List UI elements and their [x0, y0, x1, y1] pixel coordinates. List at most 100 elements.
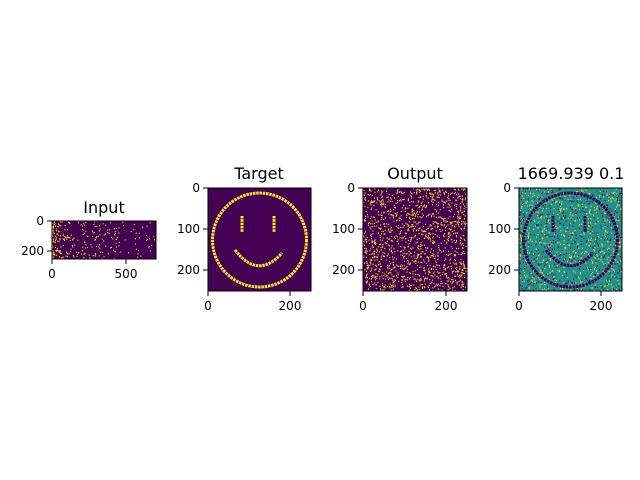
noise-pixel	[541, 283, 543, 285]
noise-pixel	[423, 188, 425, 190]
noise-pixel	[436, 264, 438, 266]
noise-pixel	[545, 263, 547, 266]
noise-pixel	[396, 190, 398, 192]
noise-pixel	[461, 274, 463, 276]
noise-pixel	[559, 254, 561, 257]
noise-pixel	[426, 256, 428, 258]
noise-pixel	[391, 245, 393, 247]
noise-pixel	[63, 238, 65, 240]
noise-pixel	[55, 240, 56, 242]
noise-pixel	[549, 258, 551, 260]
noise-pixel	[602, 270, 604, 272]
noise-pixel	[582, 221, 584, 223]
noise-pixel	[525, 202, 527, 204]
noise-pixel	[54, 221, 55, 223]
noise-pixel	[108, 232, 110, 234]
noise-pixel	[617, 249, 619, 251]
noise-pixel	[548, 243, 550, 245]
noise-pixel	[369, 259, 371, 261]
noise-pixel	[609, 259, 611, 262]
noise-pixel	[365, 281, 367, 283]
noise-pixel	[558, 271, 560, 273]
noise-pixel	[438, 217, 440, 219]
noise-pixel	[527, 252, 529, 254]
noise-pixel	[90, 244, 92, 246]
noise-pixel	[557, 270, 559, 272]
noise-pixel	[529, 272, 531, 274]
noise-pixel	[408, 254, 410, 256]
noise-pixel	[435, 189, 437, 191]
noise-pixel	[403, 198, 405, 201]
noise-pixel	[364, 192, 366, 194]
noise-pixel	[441, 218, 443, 220]
noise-pixel	[392, 256, 393, 258]
noise-pixel	[612, 269, 614, 271]
noise-pixel	[607, 262, 609, 264]
noise-pixel	[605, 236, 606, 238]
noise-pixel	[460, 258, 462, 261]
noise-pixel	[107, 253, 109, 255]
noise-pixel	[380, 265, 382, 267]
noise-pixel	[409, 264, 411, 266]
noise-pixel	[463, 285, 464, 288]
noise-pixel	[409, 272, 411, 274]
noise-pixel	[546, 220, 548, 222]
noise-pixel	[565, 252, 567, 254]
noise-pixel	[393, 275, 395, 277]
noise-pixel	[555, 264, 557, 266]
noise-pixel	[527, 234, 529, 236]
noise-pixel	[612, 192, 614, 194]
noise-pixel	[519, 232, 521, 234]
noise-pixel	[594, 245, 596, 247]
noise-pixel	[453, 240, 455, 242]
noise-pixel	[52, 238, 54, 240]
noise-pixel	[610, 200, 612, 202]
noise-pixel	[603, 252, 605, 254]
noise-pixel	[606, 280, 608, 282]
noise-pixel	[599, 196, 601, 198]
noise-pixel	[560, 243, 561, 245]
noise-pixel	[563, 215, 564, 217]
noise-pixel	[582, 203, 584, 205]
noise-pixel	[454, 254, 455, 256]
noise-pixel	[371, 241, 373, 243]
noise-pixel	[393, 220, 395, 222]
noise-pixel	[386, 274, 388, 276]
noise-pixel	[560, 205, 562, 207]
noise-pixel	[417, 189, 419, 191]
panel-input-ytick-label-0: 0	[36, 214, 44, 228]
noise-pixel	[373, 251, 375, 253]
noise-pixel	[428, 270, 430, 272]
noise-pixel	[82, 246, 84, 248]
noise-pixel	[576, 287, 578, 289]
noise-pixel	[559, 258, 561, 260]
noise-pixel	[390, 289, 392, 291]
noise-pixel	[578, 278, 580, 280]
noise-pixel	[383, 233, 385, 235]
noise-pixel	[81, 253, 83, 255]
noise-pixel	[596, 265, 598, 267]
noise-pixel	[57, 248, 58, 250]
noise-pixel	[386, 240, 388, 242]
noise-pixel	[462, 221, 464, 223]
noise-pixel	[570, 217, 572, 219]
noise-pixel	[593, 276, 595, 278]
noise-pixel	[432, 194, 434, 196]
noise-pixel	[564, 198, 566, 200]
noise-pixel	[447, 235, 449, 237]
noise-pixel	[589, 252, 591, 254]
noise-pixel	[408, 213, 410, 215]
noise-pixel	[460, 254, 462, 256]
noise-pixel	[577, 199, 579, 201]
noise-pixel	[538, 227, 540, 229]
noise-pixel	[566, 230, 568, 232]
noise-pixel	[406, 229, 408, 231]
noise-pixel	[382, 278, 384, 280]
noise-pixel	[407, 212, 409, 214]
noise-pixel	[430, 228, 432, 230]
noise-pixel	[83, 229, 85, 231]
noise-pixel	[604, 263, 606, 265]
noise-pixel	[58, 230, 60, 232]
noise-pixel	[377, 199, 379, 201]
noise-pixel	[549, 272, 551, 274]
